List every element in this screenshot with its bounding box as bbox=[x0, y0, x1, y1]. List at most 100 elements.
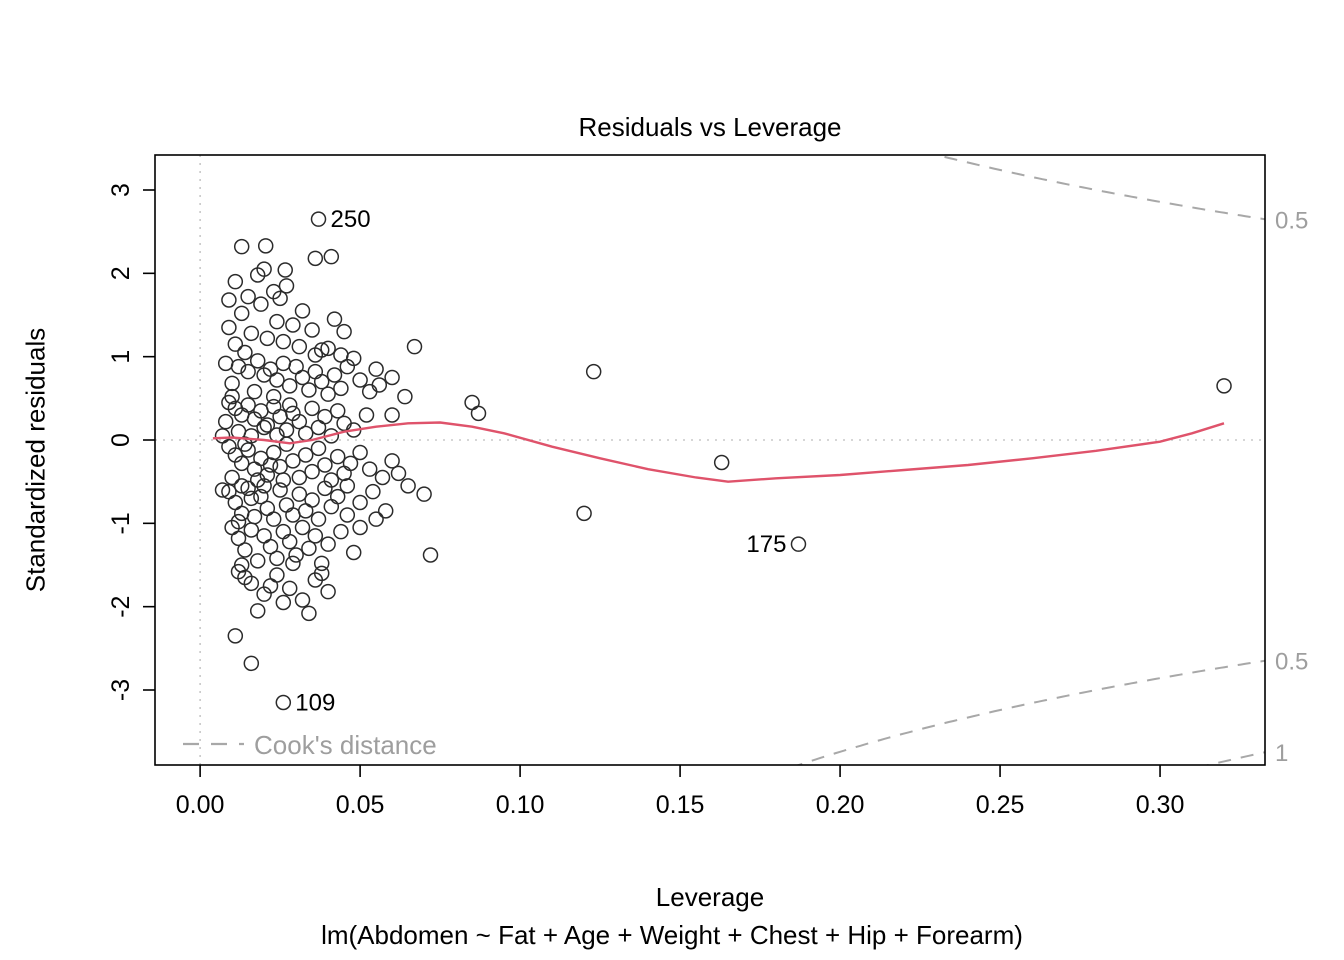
scatter-point bbox=[230, 530, 247, 547]
scatter-point bbox=[253, 450, 269, 467]
scatter-point bbox=[329, 403, 346, 419]
scatter-point bbox=[310, 440, 327, 457]
scatter-point bbox=[227, 628, 244, 644]
scatter-point bbox=[368, 361, 384, 377]
scatter-point bbox=[365, 483, 381, 500]
scatter-point bbox=[313, 373, 330, 390]
point-label: 175 bbox=[746, 531, 786, 558]
scatter-point bbox=[249, 603, 266, 619]
scatter-point bbox=[307, 250, 324, 267]
scatter-point bbox=[259, 417, 276, 433]
scatter-point bbox=[304, 400, 320, 417]
scatter-point bbox=[339, 507, 356, 523]
scatter-point bbox=[323, 498, 340, 515]
scatter-point bbox=[384, 369, 400, 386]
scatter-point bbox=[221, 319, 237, 336]
scatter-point bbox=[237, 436, 253, 452]
scatter-point bbox=[297, 447, 314, 463]
scatter-point bbox=[294, 592, 311, 608]
scatter-point bbox=[294, 369, 311, 386]
scatter-point bbox=[240, 363, 256, 380]
scatter-point bbox=[227, 336, 244, 352]
scatter-point bbox=[384, 453, 400, 469]
point-label: 250 bbox=[331, 206, 371, 233]
scatter-point bbox=[240, 397, 256, 413]
scatter-point bbox=[329, 488, 346, 505]
scatter-point bbox=[288, 547, 304, 563]
scatter-point bbox=[291, 338, 308, 355]
scatter-point bbox=[281, 397, 298, 413]
scatter-point bbox=[272, 482, 288, 498]
scatter-point bbox=[374, 469, 391, 486]
cooks-distance-contour bbox=[933, 155, 1265, 221]
scatter-point bbox=[339, 358, 356, 375]
y-tick-label: 2 bbox=[107, 266, 135, 280]
scatter-point bbox=[397, 388, 413, 405]
scatter-point bbox=[240, 480, 256, 497]
scatter-point bbox=[269, 372, 285, 388]
scatter-point bbox=[301, 540, 317, 557]
y-tick-label: -3 bbox=[107, 679, 135, 701]
scatter-point bbox=[269, 550, 285, 567]
scatter-point bbox=[285, 317, 301, 333]
scatter-point bbox=[323, 248, 340, 265]
cooks-contour-label: 1 bbox=[1275, 740, 1288, 767]
scatter-point bbox=[358, 407, 375, 423]
scatter-point bbox=[288, 358, 304, 375]
scatter-point bbox=[275, 472, 292, 488]
scatter-point bbox=[224, 388, 240, 405]
scatter-point bbox=[269, 313, 285, 330]
scatter-point bbox=[304, 463, 320, 480]
scatter-point bbox=[262, 538, 279, 555]
scatter-point bbox=[304, 492, 320, 508]
scatter-point bbox=[265, 444, 282, 461]
scatter-point bbox=[713, 454, 730, 471]
scatter-point bbox=[262, 457, 279, 473]
scatter-point bbox=[224, 375, 240, 392]
scatter-point bbox=[301, 605, 317, 622]
scatter-point bbox=[361, 383, 378, 400]
scatter-point bbox=[217, 355, 234, 372]
scatter-point bbox=[333, 380, 349, 397]
scatter-point bbox=[576, 505, 592, 522]
scatter-point bbox=[275, 523, 292, 540]
y-tick-label: -2 bbox=[107, 596, 135, 618]
scatter-point bbox=[243, 325, 260, 342]
scatter-point bbox=[221, 292, 237, 308]
scatter-point bbox=[281, 378, 298, 394]
scatter-point bbox=[259, 330, 276, 347]
scatter-point bbox=[281, 580, 298, 597]
scatter-point bbox=[317, 457, 333, 473]
cooks-distance-contour bbox=[795, 659, 1265, 765]
scatter-point bbox=[336, 323, 352, 340]
x-tick-label: 0.15 bbox=[656, 791, 705, 819]
scatter-point bbox=[278, 436, 295, 452]
scatter-point bbox=[275, 594, 292, 611]
scatter-point bbox=[307, 347, 324, 363]
scatter-point bbox=[585, 363, 602, 380]
scatter-point bbox=[272, 408, 288, 425]
scatter-point bbox=[233, 238, 250, 255]
scatter-point bbox=[249, 353, 266, 369]
scatter-point bbox=[240, 288, 256, 305]
point-label: 109 bbox=[295, 690, 335, 717]
scatter-point bbox=[243, 522, 260, 538]
scatter-point bbox=[291, 413, 308, 430]
scatter-point bbox=[227, 494, 244, 511]
scatter-point bbox=[470, 405, 487, 422]
scatter-point bbox=[253, 488, 269, 505]
scatter-point bbox=[285, 555, 301, 572]
scatter-point bbox=[269, 567, 285, 583]
scatter-point bbox=[304, 322, 320, 338]
x-tick-label: 0.05 bbox=[336, 791, 385, 819]
y-tick-label: 3 bbox=[107, 183, 135, 197]
scatter-point bbox=[294, 519, 311, 536]
scatter-point bbox=[272, 290, 288, 307]
x-tick-label: 0.00 bbox=[176, 791, 225, 819]
plot-box bbox=[154, 154, 1266, 766]
scatter-point bbox=[400, 478, 416, 494]
scatter-point bbox=[352, 494, 368, 511]
flagged-point bbox=[275, 694, 292, 711]
scatter-point bbox=[233, 478, 250, 494]
